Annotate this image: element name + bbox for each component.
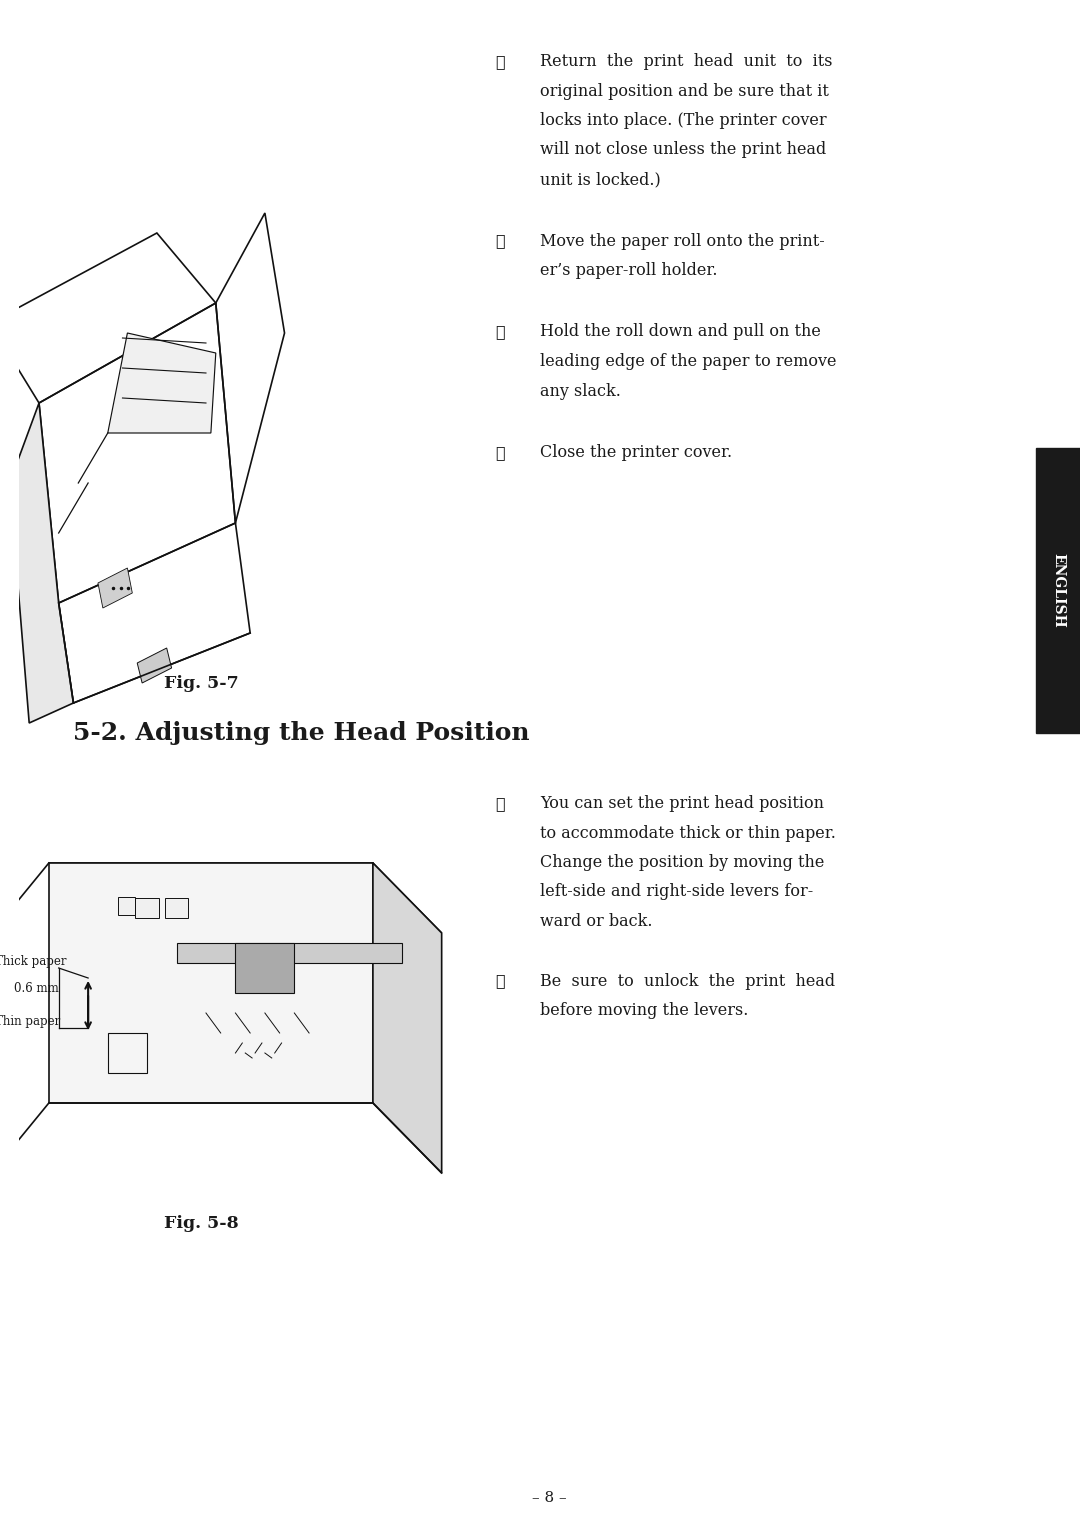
Bar [118,897,135,915]
Text: ENGLISH: ENGLISH [1051,553,1065,629]
Text: left-side and right-side levers for-: left-side and right-side levers for- [540,883,813,900]
Bar [1036,448,1080,733]
Text: before moving the levers.: before moving the levers. [540,1003,748,1019]
Text: Be  sure  to  unlock  the  print  head: Be sure to unlock the print head [540,972,835,989]
Text: Move the paper roll onto the print-: Move the paper roll onto the print- [540,233,825,250]
Text: Thick paper: Thick paper [0,955,66,967]
Text: Thin paper: Thin paper [0,1015,60,1027]
Text: Return  the  print  head  unit  to  its: Return the print head unit to its [540,54,833,71]
Text: any slack.: any slack. [540,383,621,400]
Text: will not close unless the print head: will not close unless the print head [540,141,826,158]
Text: original position and be sure that it: original position and be sure that it [540,83,828,100]
Polygon shape [10,403,73,724]
Text: ⑩: ⑩ [496,54,505,71]
Text: er’s paper-roll holder.: er’s paper-roll holder. [540,262,717,279]
Bar [165,898,188,918]
Text: leading edge of the paper to remove: leading edge of the paper to remove [540,353,836,369]
Text: ward or back.: ward or back. [540,914,652,931]
Polygon shape [98,569,133,609]
Polygon shape [49,863,373,1104]
Text: You can set the print head position: You can set the print head position [540,796,824,812]
Text: Close the printer cover.: Close the printer cover. [540,445,732,461]
Text: ②: ② [496,972,505,989]
Polygon shape [176,943,403,963]
Text: 5-2. Adjusting the Head Position: 5-2. Adjusting the Head Position [73,721,530,745]
Bar [135,898,159,918]
Text: Hold the roll down and pull on the: Hold the roll down and pull on the [540,323,821,340]
Text: unit is locked.): unit is locked.) [540,172,661,189]
Text: ⑬: ⑬ [496,445,505,461]
Text: locks into place. (The printer cover: locks into place. (The printer cover [540,112,826,129]
Text: Fig. 5-8: Fig. 5-8 [164,1216,239,1233]
Polygon shape [235,943,295,993]
Text: ①: ① [496,796,505,812]
Polygon shape [108,333,216,432]
Text: to accommodate thick or thin paper.: to accommodate thick or thin paper. [540,825,836,842]
Text: Fig. 5-7: Fig. 5-7 [164,675,239,691]
Polygon shape [49,863,442,934]
Text: 0.6 mm: 0.6 mm [14,981,59,995]
Text: ⑪: ⑪ [496,233,505,250]
Polygon shape [373,863,442,1173]
Text: – 8 –: – 8 – [532,1492,567,1505]
Text: ⑫: ⑫ [496,323,505,340]
Polygon shape [137,648,172,684]
Text: Change the position by moving the: Change the position by moving the [540,854,824,871]
